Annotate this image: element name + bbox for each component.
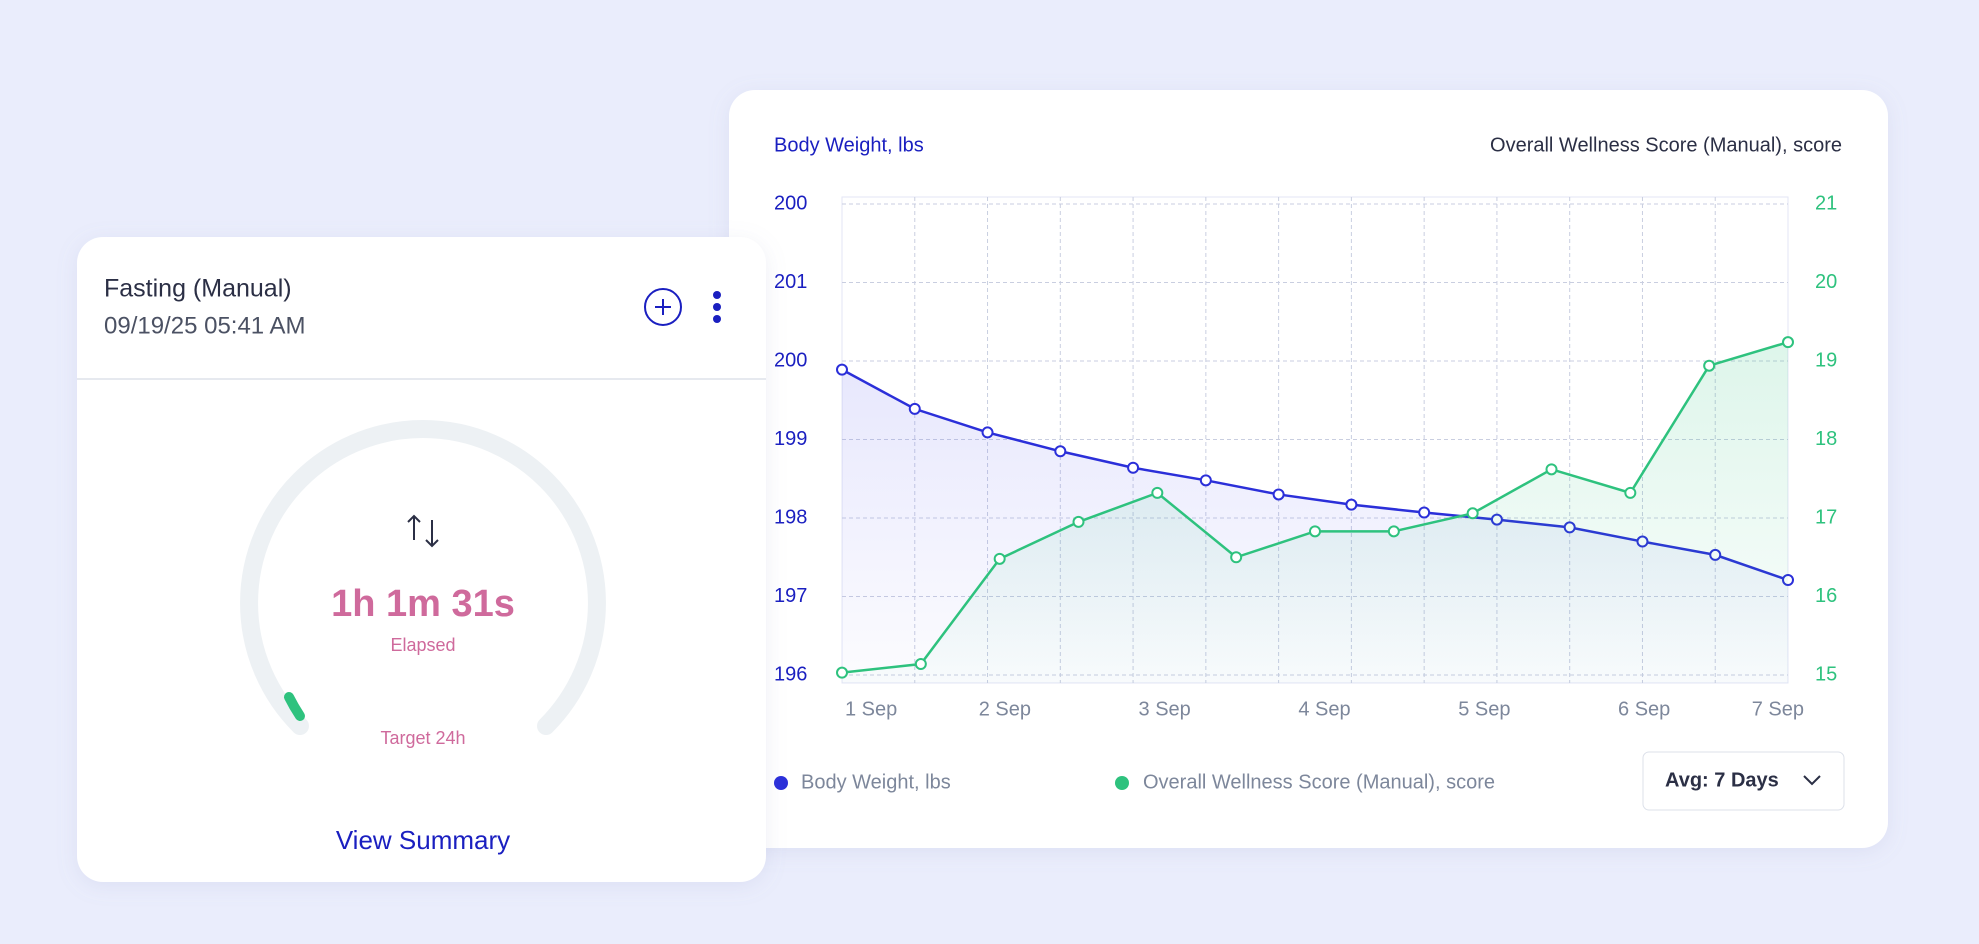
point	[836, 363, 848, 376]
point	[1309, 525, 1321, 538]
point	[1466, 507, 1479, 520]
y-tick-label: 200	[774, 192, 807, 214]
y-tick-label: 197	[774, 585, 807, 607]
point	[836, 666, 848, 679]
y2-tick-label: 16	[1815, 585, 1837, 607]
elapsed-label: Elapsed	[390, 635, 455, 655]
point	[908, 402, 921, 415]
legend: Body Weight, lbs Overall Wellness Score …	[774, 771, 1495, 793]
y2-tick-label: 15	[1815, 663, 1837, 685]
y-tick-label: 201	[774, 271, 807, 293]
y-tick-label: 196	[774, 663, 807, 685]
dropdown[interactable]: Avg: 7 Days	[1642, 751, 1845, 811]
point	[981, 426, 994, 439]
point	[1230, 551, 1243, 564]
x-tick-label: 4 Sep	[1298, 698, 1350, 720]
y-axis-title: Body Weight, lbs	[774, 134, 924, 156]
point	[993, 552, 1006, 565]
legend-label: Body Weight, lbs	[801, 771, 951, 793]
plus-glyph	[655, 299, 671, 315]
point	[1072, 515, 1085, 528]
target-label: Target 24h	[380, 728, 465, 748]
point	[1624, 486, 1637, 499]
y2-tick-label: 20	[1815, 271, 1837, 293]
chevron-icon	[1803, 775, 1821, 786]
card-title: Fasting (Manual)	[104, 275, 292, 303]
y2-axis-title: Overall Wellness Score (Manual), score	[1490, 134, 1842, 156]
point	[1418, 506, 1431, 519]
gauge-progress	[284, 692, 305, 721]
y2-tick-label: 19	[1815, 349, 1837, 371]
x-tick-label: 6 Sep	[1618, 698, 1670, 720]
point	[1151, 486, 1164, 499]
y2-tick-label: 21	[1815, 192, 1837, 214]
x-tick-label: 5 Sep	[1458, 698, 1510, 720]
point	[1345, 498, 1358, 511]
y2-tick-label: 17	[1815, 506, 1837, 528]
point	[1703, 359, 1716, 372]
legend-swatch	[774, 776, 788, 790]
fasting-card	[77, 237, 766, 882]
elapsed-time: 1h 1m 31s	[331, 583, 515, 625]
add-icon[interactable]	[644, 288, 682, 326]
x-tick-label: 2 Sep	[979, 698, 1031, 720]
view-summary-link[interactable]: View Summary	[336, 825, 510, 855]
point	[914, 658, 927, 671]
card-datetime: 09/19/25 05:41 AM	[104, 312, 306, 339]
point	[1272, 488, 1285, 501]
x-tick-label: 3 Sep	[1139, 698, 1191, 720]
y-tick-label: 200	[774, 349, 807, 371]
x-tick-label: 1 Sep	[845, 698, 897, 720]
point	[1127, 461, 1140, 474]
x-tick-label: 7 Sep	[1752, 698, 1804, 720]
legend-label: Overall Wellness Score (Manual), score	[1143, 771, 1495, 793]
y-tick-label: 198	[774, 506, 807, 528]
point	[1782, 336, 1794, 349]
add-button[interactable]	[644, 288, 682, 326]
dropdown-label[interactable]: Avg: 7 Days	[1665, 769, 1779, 791]
more-button[interactable]	[713, 291, 721, 323]
dot	[713, 291, 721, 299]
point	[1387, 525, 1400, 538]
point	[1199, 474, 1212, 487]
area	[842, 342, 1788, 683]
dot	[713, 315, 721, 323]
gauge-track	[240, 420, 606, 735]
point	[1054, 445, 1067, 458]
chart: Body Weight, lbs Overall Wellness Score …	[774, 134, 1842, 720]
dropdown-box[interactable]	[1642, 751, 1845, 811]
fasting-icon	[407, 514, 439, 548]
y-tick-label: 199	[774, 428, 807, 450]
y2-tick-label: 18	[1815, 428, 1837, 450]
point	[1545, 463, 1558, 476]
dot	[713, 303, 721, 311]
legend-swatch	[1115, 776, 1129, 790]
